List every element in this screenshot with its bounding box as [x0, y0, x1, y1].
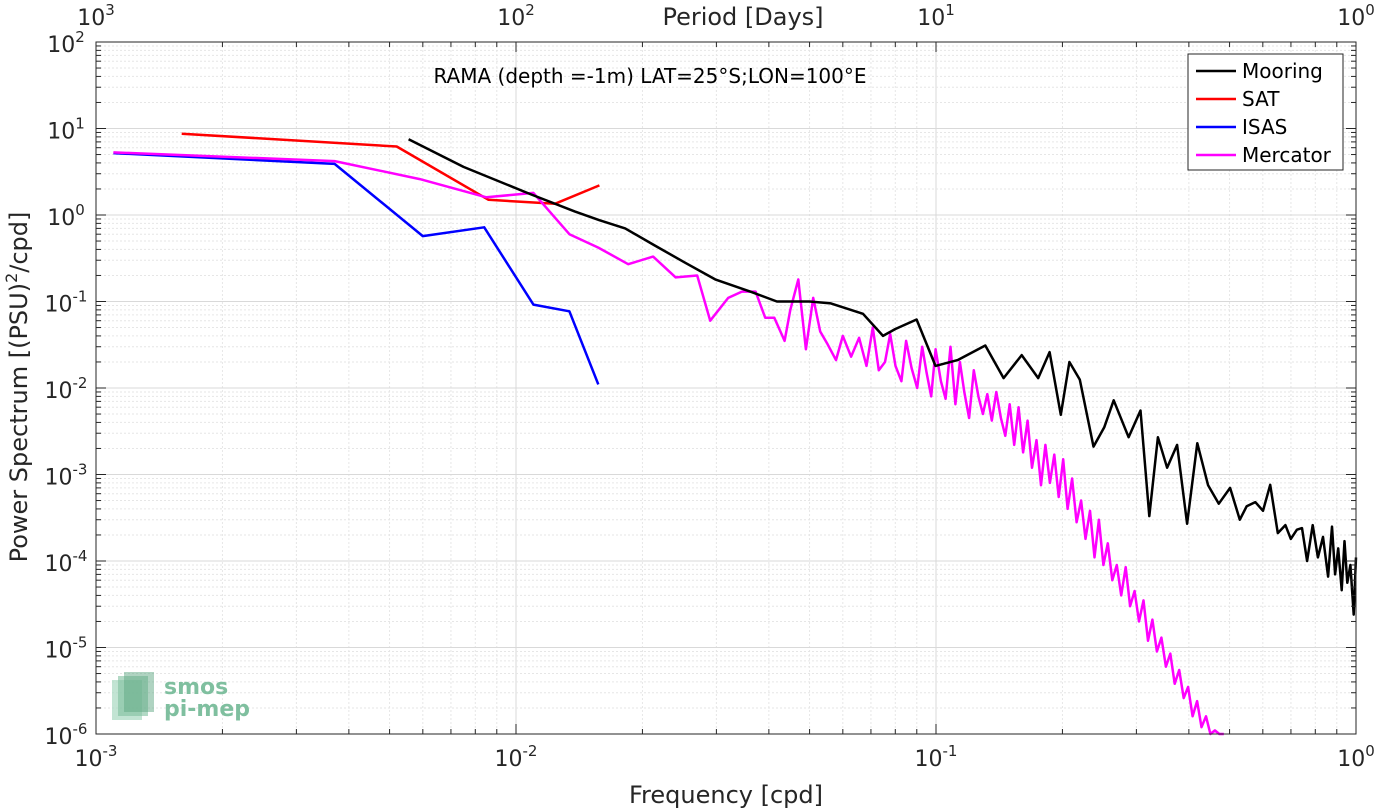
- legend-label-mooring: Mooring: [1242, 59, 1323, 83]
- x-tick-label-base: 10: [75, 747, 103, 772]
- x2-tick-label-exp: 1: [945, 1, 955, 19]
- y-tick-label: 10-2: [45, 374, 88, 404]
- y-tick-label-exp: -4: [73, 547, 88, 565]
- x-axis-label: Frequency [cpd]: [629, 781, 823, 809]
- x2-tick-label: 103: [77, 1, 115, 31]
- x2-tick-label-base: 10: [1337, 6, 1365, 31]
- chart-title: RAMA (depth =-1m) LAT=25°S;LON=100°E: [433, 64, 866, 88]
- y-axis-label-main: Power Spectrum [(PSU): [5, 283, 33, 562]
- y-tick-label-exp: 1: [75, 115, 85, 133]
- x2-tick-label-base: 10: [77, 6, 105, 31]
- logo-text-smos: smos: [164, 675, 228, 700]
- x2-tick-label-base: 10: [917, 6, 945, 31]
- y-axis-label-tail: /cpd]: [5, 212, 33, 273]
- y-tick-label: 10-1: [45, 288, 88, 318]
- legend-label-sat: SAT: [1242, 87, 1280, 111]
- legend-box: [1187, 53, 1344, 171]
- y-tick-label: 102: [47, 28, 85, 58]
- top-axis-label: Period [Days]: [662, 3, 823, 31]
- series-mercator-line: [113, 151, 1224, 736]
- tick-marks: [95, 42, 1356, 735]
- x-tick-label-exp: -1: [943, 742, 958, 760]
- x-tick-label: 100: [1337, 742, 1375, 772]
- legend-label-mercator: Mercator: [1242, 143, 1332, 167]
- x2-tick-label: 102: [497, 1, 535, 31]
- y-tick-label-base: 10: [45, 639, 73, 664]
- x-tick-label-base: 10: [495, 747, 523, 772]
- y-axis-label-sup: 2: [2, 273, 21, 283]
- x-tick-label: 10-2: [495, 742, 538, 772]
- y-tick-label-base: 10: [47, 206, 75, 231]
- x-tick-label: 10-1: [915, 742, 958, 772]
- x2-tick-label: 100: [1337, 1, 1375, 31]
- x-tick-label: 10-3: [75, 742, 118, 772]
- x2-tick-label-exp: 0: [1365, 1, 1375, 19]
- y-tick-label-base: 10: [45, 293, 73, 318]
- series-sat-line: [181, 132, 600, 205]
- grid-lines: [95, 42, 1356, 735]
- y-tick-label-exp: -5: [73, 634, 88, 652]
- x-tick-label-base: 10: [915, 747, 943, 772]
- y-tick-label-exp: -1: [73, 288, 88, 306]
- logo-text-pimep: pi-mep: [164, 697, 250, 722]
- x-tick-label-exp: 0: [1365, 742, 1375, 760]
- y-axis-label: Power Spectrum [(PSU)2/cpd]: [2, 212, 33, 563]
- x2-tick-label-exp: 3: [105, 1, 115, 19]
- y-tick-label: 10-5: [45, 634, 88, 664]
- y-tick-label-exp: 0: [75, 201, 85, 219]
- y-tick-label-exp: -6: [73, 720, 88, 738]
- y-tick-label: 101: [47, 115, 85, 145]
- y-tick-label-base: 10: [45, 725, 73, 750]
- y-tick-label: 10-6: [45, 720, 88, 750]
- logo-mark-icon: [112, 672, 154, 720]
- x2-tick-label: 101: [917, 1, 955, 31]
- series-mooring-line: [408, 138, 1358, 616]
- y-tick-label-exp: -2: [73, 374, 88, 392]
- series-layer: [113, 132, 1358, 736]
- x-tick-label-base: 10: [1337, 747, 1365, 772]
- legend: Mooring SAT ISAS Mercator: [1187, 53, 1344, 171]
- y-tick-label-exp: 2: [75, 28, 85, 46]
- y-tick-label-base: 10: [45, 552, 73, 577]
- y-tick-label-base: 10: [47, 33, 75, 58]
- series-isas-line: [113, 151, 600, 385]
- y-tick-label-base: 10: [45, 379, 73, 404]
- y-tick-label-base: 10: [47, 120, 75, 145]
- y-tick-label: 100: [47, 201, 85, 231]
- x2-tick-label-exp: 2: [525, 1, 535, 19]
- legend-label-isas: ISAS: [1242, 115, 1287, 139]
- x-tick-label-exp: -2: [523, 742, 538, 760]
- smos-pimep-logo: smos pi-mep: [112, 672, 250, 722]
- y-tick-label-exp: -3: [73, 461, 88, 479]
- y-tick-label: 10-3: [45, 461, 88, 491]
- x2-tick-label-base: 10: [497, 6, 525, 31]
- x-tick-label-exp: -3: [103, 742, 118, 760]
- y-tick-label-base: 10: [45, 466, 73, 491]
- y-tick-label: 10-4: [45, 547, 88, 577]
